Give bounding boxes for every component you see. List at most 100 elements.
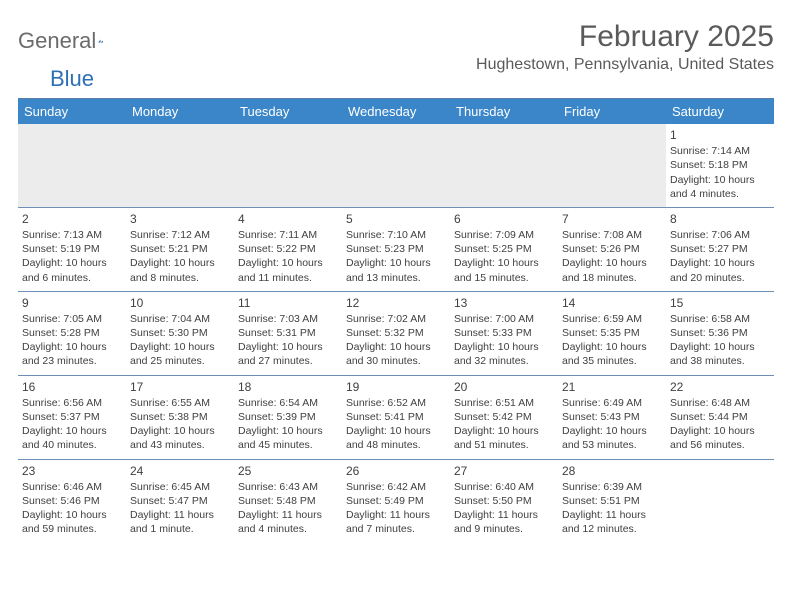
day-number: 10 [130, 295, 230, 311]
day-header: Monday [126, 99, 234, 124]
table-row: 2Sunrise: 7:13 AMSunset: 5:19 PMDaylight… [18, 207, 774, 291]
sunset-text: Sunset: 5:18 PM [670, 158, 770, 172]
sunset-text: Sunset: 5:48 PM [238, 494, 338, 508]
calendar-page: General February 2025 Hughestown, Pennsy… [0, 0, 792, 552]
day-number: 6 [454, 211, 554, 227]
sunrise-text: Sunrise: 7:14 AM [670, 144, 770, 158]
day-number: 1 [670, 127, 770, 143]
sunset-text: Sunset: 5:35 PM [562, 326, 662, 340]
sunrise-text: Sunrise: 7:12 AM [130, 228, 230, 242]
daylight-text: Daylight: 10 hours and 40 minutes. [22, 424, 122, 452]
day-header: Wednesday [342, 99, 450, 124]
sunset-text: Sunset: 5:22 PM [238, 242, 338, 256]
day-cell: 22Sunrise: 6:48 AMSunset: 5:44 PMDayligh… [666, 375, 774, 459]
day-number: 2 [22, 211, 122, 227]
day-number: 9 [22, 295, 122, 311]
day-header: Sunday [18, 99, 126, 124]
daylight-text: Daylight: 10 hours and 53 minutes. [562, 424, 662, 452]
sunrise-text: Sunrise: 6:43 AM [238, 480, 338, 494]
day-cell: 27Sunrise: 6:40 AMSunset: 5:50 PMDayligh… [450, 459, 558, 542]
daylight-text: Daylight: 10 hours and 45 minutes. [238, 424, 338, 452]
sunrise-text: Sunrise: 6:58 AM [670, 312, 770, 326]
logo-text-blue: Blue [50, 66, 94, 92]
day-number: 13 [454, 295, 554, 311]
daylight-text: Daylight: 10 hours and 13 minutes. [346, 256, 446, 284]
day-cell: 5Sunrise: 7:10 AMSunset: 5:23 PMDaylight… [342, 207, 450, 291]
sunset-text: Sunset: 5:36 PM [670, 326, 770, 340]
sunset-text: Sunset: 5:38 PM [130, 410, 230, 424]
month-title: February 2025 [476, 20, 774, 54]
day-cell: 11Sunrise: 7:03 AMSunset: 5:31 PMDayligh… [234, 291, 342, 375]
day-cell: 7Sunrise: 7:08 AMSunset: 5:26 PMDaylight… [558, 207, 666, 291]
day-cell: 8Sunrise: 7:06 AMSunset: 5:27 PMDaylight… [666, 207, 774, 291]
day-cell: 20Sunrise: 6:51 AMSunset: 5:42 PMDayligh… [450, 375, 558, 459]
daylight-text: Daylight: 10 hours and 15 minutes. [454, 256, 554, 284]
sunrise-text: Sunrise: 7:11 AM [238, 228, 338, 242]
daylight-text: Daylight: 10 hours and 6 minutes. [22, 256, 122, 284]
day-number: 15 [670, 295, 770, 311]
daylight-text: Daylight: 10 hours and 32 minutes. [454, 340, 554, 368]
day-header: Thursday [450, 99, 558, 124]
day-cell: 16Sunrise: 6:56 AMSunset: 5:37 PMDayligh… [18, 375, 126, 459]
sunset-text: Sunset: 5:50 PM [454, 494, 554, 508]
day-cell [126, 124, 234, 207]
daylight-text: Daylight: 10 hours and 23 minutes. [22, 340, 122, 368]
day-number: 5 [346, 211, 446, 227]
sunset-text: Sunset: 5:21 PM [130, 242, 230, 256]
day-number: 12 [346, 295, 446, 311]
sunset-text: Sunset: 5:23 PM [346, 242, 446, 256]
sunset-text: Sunset: 5:39 PM [238, 410, 338, 424]
daylight-text: Daylight: 10 hours and 30 minutes. [346, 340, 446, 368]
sunrise-text: Sunrise: 7:09 AM [454, 228, 554, 242]
daylight-text: Daylight: 10 hours and 48 minutes. [346, 424, 446, 452]
daylight-text: Daylight: 10 hours and 56 minutes. [670, 424, 770, 452]
day-cell [666, 459, 774, 542]
day-cell: 14Sunrise: 6:59 AMSunset: 5:35 PMDayligh… [558, 291, 666, 375]
day-number: 4 [238, 211, 338, 227]
sunset-text: Sunset: 5:27 PM [670, 242, 770, 256]
day-cell: 23Sunrise: 6:46 AMSunset: 5:46 PMDayligh… [18, 459, 126, 542]
sunrise-text: Sunrise: 6:59 AM [562, 312, 662, 326]
day-cell: 25Sunrise: 6:43 AMSunset: 5:48 PMDayligh… [234, 459, 342, 542]
daylight-text: Daylight: 10 hours and 35 minutes. [562, 340, 662, 368]
daylight-text: Daylight: 10 hours and 25 minutes. [130, 340, 230, 368]
sunrise-text: Sunrise: 6:49 AM [562, 396, 662, 410]
sunrise-text: Sunrise: 6:54 AM [238, 396, 338, 410]
sunrise-text: Sunrise: 6:51 AM [454, 396, 554, 410]
daylight-text: Daylight: 10 hours and 20 minutes. [670, 256, 770, 284]
day-header: Saturday [666, 99, 774, 124]
day-number: 8 [670, 211, 770, 227]
sunset-text: Sunset: 5:41 PM [346, 410, 446, 424]
day-cell: 19Sunrise: 6:52 AMSunset: 5:41 PMDayligh… [342, 375, 450, 459]
logo-sail-icon [98, 31, 103, 51]
sunset-text: Sunset: 5:47 PM [130, 494, 230, 508]
day-header-row: Sunday Monday Tuesday Wednesday Thursday… [18, 99, 774, 124]
day-number: 22 [670, 379, 770, 395]
day-header: Tuesday [234, 99, 342, 124]
sunrise-text: Sunrise: 6:39 AM [562, 480, 662, 494]
day-cell: 2Sunrise: 7:13 AMSunset: 5:19 PMDaylight… [18, 207, 126, 291]
day-number: 26 [346, 463, 446, 479]
daylight-text: Daylight: 11 hours and 7 minutes. [346, 508, 446, 536]
day-number: 7 [562, 211, 662, 227]
day-number: 20 [454, 379, 554, 395]
daylight-text: Daylight: 11 hours and 12 minutes. [562, 508, 662, 536]
table-row: 23Sunrise: 6:46 AMSunset: 5:46 PMDayligh… [18, 459, 774, 542]
day-number: 23 [22, 463, 122, 479]
day-cell: 10Sunrise: 7:04 AMSunset: 5:30 PMDayligh… [126, 291, 234, 375]
day-number: 11 [238, 295, 338, 311]
day-cell [558, 124, 666, 207]
logo: General [18, 20, 126, 54]
daylight-text: Daylight: 11 hours and 1 minute. [130, 508, 230, 536]
sunset-text: Sunset: 5:42 PM [454, 410, 554, 424]
day-cell: 12Sunrise: 7:02 AMSunset: 5:32 PMDayligh… [342, 291, 450, 375]
sunrise-text: Sunrise: 6:40 AM [454, 480, 554, 494]
daylight-text: Daylight: 10 hours and 4 minutes. [670, 173, 770, 201]
day-number: 25 [238, 463, 338, 479]
day-cell: 4Sunrise: 7:11 AMSunset: 5:22 PMDaylight… [234, 207, 342, 291]
daylight-text: Daylight: 10 hours and 27 minutes. [238, 340, 338, 368]
table-row: 1Sunrise: 7:14 AMSunset: 5:18 PMDaylight… [18, 124, 774, 207]
day-cell: 18Sunrise: 6:54 AMSunset: 5:39 PMDayligh… [234, 375, 342, 459]
day-header: Friday [558, 99, 666, 124]
day-cell: 15Sunrise: 6:58 AMSunset: 5:36 PMDayligh… [666, 291, 774, 375]
